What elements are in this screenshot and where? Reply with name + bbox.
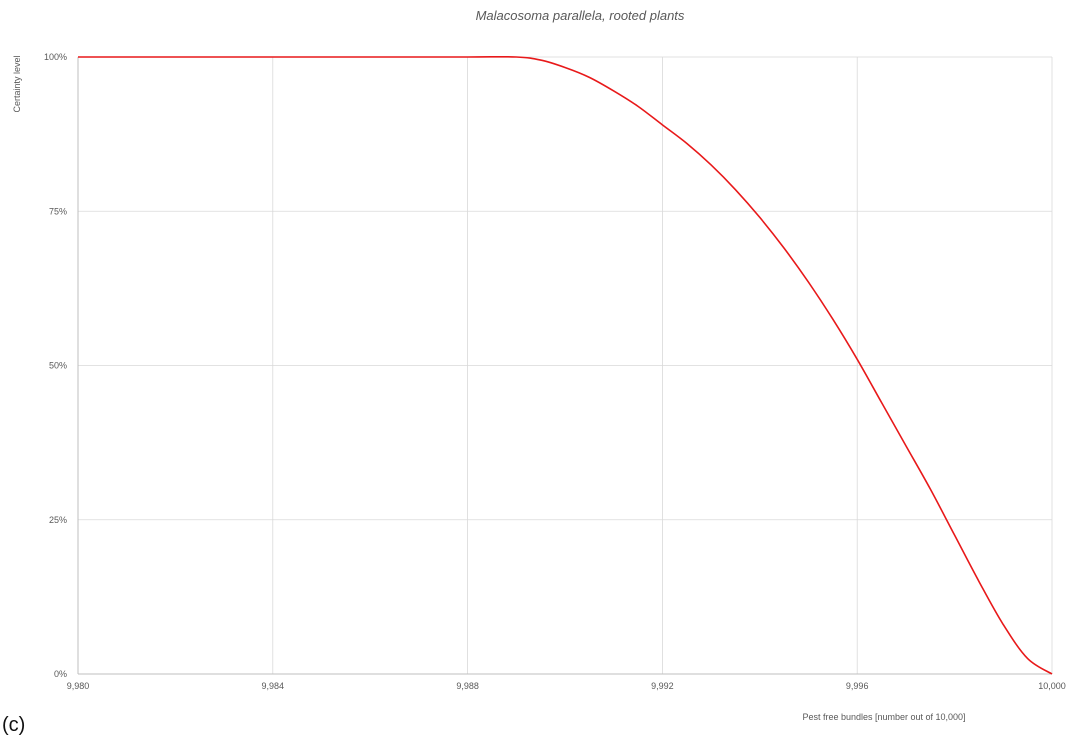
- x-tick-label: 9,992: [651, 681, 674, 691]
- y-tick-label: 75%: [49, 206, 67, 216]
- x-tick-label: 9,980: [67, 681, 90, 691]
- x-tick-label: 10,000: [1038, 681, 1066, 691]
- x-axis-label: Pest free bundles [number out of 10,000]: [802, 712, 965, 722]
- y-tick-label: 50%: [49, 361, 67, 371]
- x-tick-label: 9,988: [456, 681, 479, 691]
- series-layer: [78, 55, 1053, 675]
- series-line: [78, 55, 1053, 675]
- grid-lines: [78, 56, 1053, 674]
- x-tick-label: 9,996: [846, 681, 869, 691]
- y-tick-label: 0%: [54, 669, 67, 679]
- axes: [77, 57, 1052, 675]
- tick-labels: 0% 25% 50% 75% 100% 9,980 9,984 9,988 9,992 9,996…: [44, 52, 1066, 691]
- chart-title: Malacosoma parallela, rooted plants: [476, 8, 685, 23]
- y-axis-label: Certainty level: [12, 55, 22, 112]
- panel-label: (c): [2, 714, 26, 736]
- y-tick-label: 100%: [44, 52, 67, 62]
- x-tick-label: 9,984: [262, 681, 285, 691]
- y-tick-label: 25%: [49, 515, 67, 525]
